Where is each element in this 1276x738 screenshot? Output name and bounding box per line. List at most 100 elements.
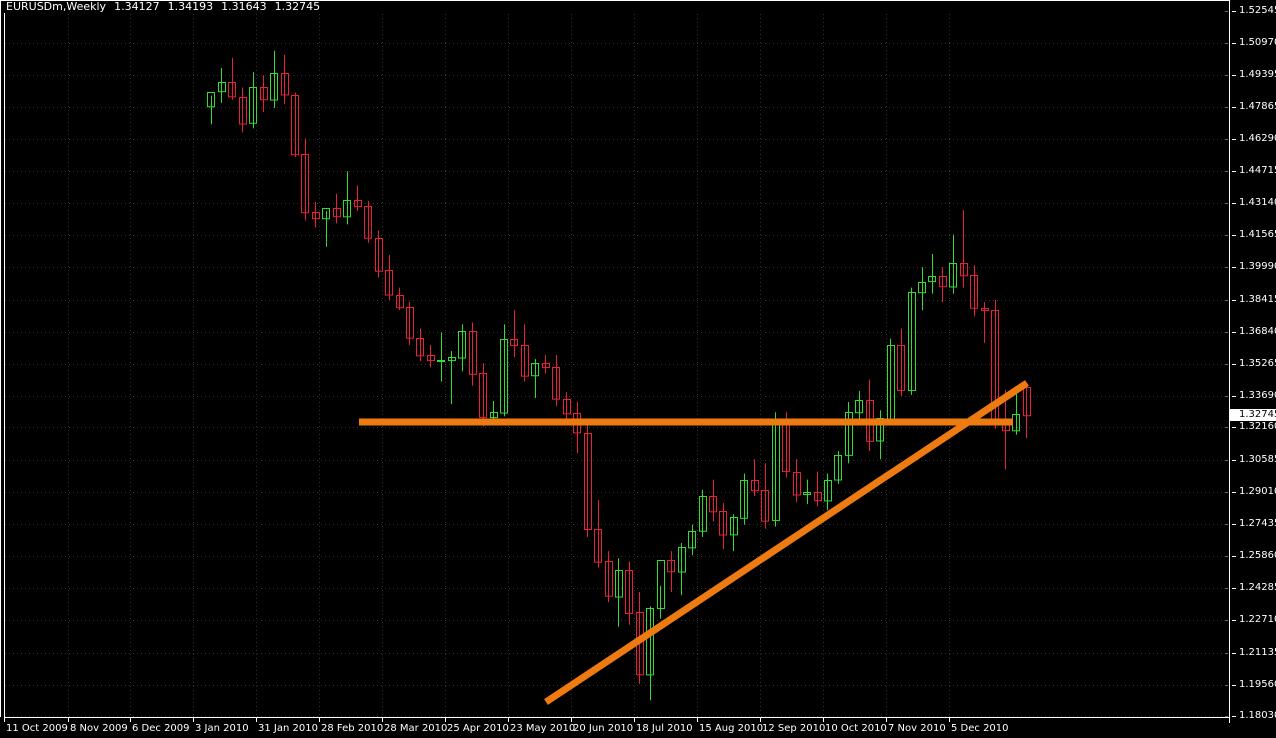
time-axis[interactable]: 11 Oct 2009 8 Nov 2009 6 Dec 2009 3 Jan 201… bbox=[0, 717, 1230, 738]
price-axis-label: 1.36840 bbox=[1239, 325, 1276, 337]
price-axis-label: 1.49395 bbox=[1239, 69, 1276, 81]
chart-grid bbox=[5, 14, 1230, 717]
time-axis-label: 20 Jun 2010 bbox=[573, 723, 634, 734]
time-axis-tick bbox=[571, 717, 572, 722]
price-axis-label: 1.25860 bbox=[1239, 550, 1276, 562]
time-axis-label: 8 Nov 2009 bbox=[70, 723, 128, 734]
time-axis-tick bbox=[823, 717, 824, 722]
price-axis-minor-tick bbox=[1225, 364, 1228, 365]
price-axis-tick bbox=[1232, 171, 1236, 172]
price-axis-tick bbox=[1232, 139, 1236, 140]
symbol-timeframe-label: EURUSDm,Weekly bbox=[6, 0, 107, 13]
time-axis-tick bbox=[4, 717, 5, 722]
price-axis-tick bbox=[1232, 43, 1236, 44]
price-axis-label: 1.44715 bbox=[1239, 164, 1276, 176]
price-axis-label: 1.50970 bbox=[1239, 37, 1276, 49]
price-axis-minor-tick bbox=[1225, 107, 1228, 108]
price-axis-tick bbox=[1232, 685, 1236, 686]
drawn-objects-layer[interactable] bbox=[5, 14, 1230, 717]
time-axis-separator bbox=[5, 717, 1230, 718]
price-axis-label: 1.46290 bbox=[1239, 132, 1276, 144]
price-axis-label: 1.39990 bbox=[1239, 261, 1276, 273]
price-axis-minor-tick bbox=[1225, 460, 1228, 461]
price-axis-label: 1.33690 bbox=[1239, 390, 1276, 402]
price-axis-label: 1.22710 bbox=[1239, 614, 1276, 626]
price-axis-label: 1.21135 bbox=[1239, 646, 1276, 658]
price-axis-tick bbox=[1232, 11, 1236, 12]
price-axis-minor-tick bbox=[1225, 332, 1228, 333]
price-axis-minor-tick bbox=[1225, 396, 1228, 397]
time-axis-label: 28 Feb 2010 bbox=[321, 723, 384, 734]
price-axis-minor-tick bbox=[1225, 716, 1228, 717]
price-axis[interactable]: 1.52545 1.50970 1.49395 1.47865 1.46290 1.447… bbox=[1225, 0, 1276, 738]
price-axis-separator bbox=[1229, 0, 1230, 723]
price-axis-minor-tick bbox=[1225, 620, 1228, 621]
price-axis-tick bbox=[1232, 588, 1236, 589]
price-axis-minor-tick bbox=[1225, 492, 1228, 493]
price-axis-tick bbox=[1232, 427, 1236, 428]
price-axis-minor-tick bbox=[1225, 653, 1228, 654]
price-axis-minor-tick bbox=[1225, 171, 1228, 172]
price-axis-minor-tick bbox=[1225, 139, 1228, 140]
time-axis-label: 11 Oct 2009 bbox=[6, 723, 68, 734]
price-axis-minor-tick bbox=[1225, 685, 1228, 686]
time-axis-tick bbox=[68, 717, 69, 722]
price-axis-label: 1.18030 bbox=[1239, 710, 1276, 721]
price-axis-label: 1.19560 bbox=[1239, 678, 1276, 690]
price-axis-tick bbox=[1232, 396, 1236, 397]
time-axis-tick bbox=[760, 717, 761, 722]
plot-left-border bbox=[4, 0, 5, 718]
price-axis-label: 1.41565 bbox=[1239, 229, 1276, 241]
price-axis-minor-tick bbox=[1225, 43, 1228, 44]
time-axis-label: 5 Dec 2010 bbox=[951, 723, 1009, 734]
price-axis-minor-tick bbox=[1225, 427, 1228, 428]
price-axis-tick bbox=[1232, 364, 1236, 365]
price-axis-tick bbox=[1232, 556, 1236, 557]
time-axis-tick bbox=[508, 717, 509, 722]
time-axis-tick bbox=[193, 717, 194, 722]
time-axis-label: 3 Jan 2010 bbox=[195, 723, 249, 734]
price-axis-label: 1.27435 bbox=[1239, 517, 1276, 529]
price-axis-tick bbox=[1232, 203, 1236, 204]
price-axis-label: 1.35265 bbox=[1239, 357, 1276, 369]
price-axis-minor-tick bbox=[1225, 588, 1228, 589]
price-axis-label: 1.38415 bbox=[1239, 293, 1276, 305]
price-axis-minor-tick bbox=[1225, 267, 1228, 268]
time-axis-tick bbox=[697, 717, 698, 722]
price-axis-tick bbox=[1232, 267, 1236, 268]
price-axis-label: 1.47865 bbox=[1239, 100, 1276, 112]
price-axis-minor-tick bbox=[1225, 556, 1228, 557]
symbol-ohlc-bar: EURUSDm,Weekly 1.34127 1.34193 1.31643 1… bbox=[3, 0, 324, 13]
price-axis-minor-tick bbox=[1225, 524, 1228, 525]
time-axis-tick bbox=[949, 717, 950, 722]
price-axis-tick bbox=[1232, 75, 1236, 76]
time-axis-label: 25 Apr 2010 bbox=[447, 723, 509, 734]
price-axis-tick bbox=[1232, 107, 1236, 108]
price-axis-label: 1.29010 bbox=[1239, 485, 1276, 497]
time-axis-label: 23 May 2010 bbox=[510, 723, 576, 734]
ohlc-low-value: 1.31643 bbox=[221, 0, 267, 13]
current-price-tag: 1.32745 bbox=[1230, 409, 1276, 422]
time-axis-tick bbox=[256, 717, 257, 722]
price-axis-minor-tick bbox=[1225, 300, 1228, 301]
chart-plot-area[interactable] bbox=[5, 14, 1230, 717]
price-axis-label: 1.24285 bbox=[1239, 582, 1276, 594]
price-axis-minor-tick bbox=[1225, 11, 1228, 12]
price-axis-tick bbox=[1232, 716, 1236, 717]
time-axis-label: 6 Dec 2009 bbox=[132, 723, 190, 734]
price-axis-label: 1.43140 bbox=[1239, 197, 1276, 209]
price-axis-tick bbox=[1232, 524, 1236, 525]
time-axis-label: 7 Nov 2010 bbox=[888, 723, 946, 734]
time-axis-tick bbox=[886, 717, 887, 722]
ohlc-open-value: 1.34127 bbox=[114, 0, 160, 13]
price-axis-tick bbox=[1232, 332, 1236, 333]
price-axis-minor-tick bbox=[1225, 75, 1228, 76]
time-axis-tick bbox=[634, 717, 635, 722]
time-axis-label: 31 Jan 2010 bbox=[258, 723, 318, 734]
price-axis-minor-tick bbox=[1225, 203, 1228, 204]
ohlc-close-value: 1.32745 bbox=[274, 0, 321, 13]
time-axis-tick bbox=[382, 717, 383, 722]
time-axis-tick bbox=[319, 717, 320, 722]
price-axis-label: 1.30585 bbox=[1239, 453, 1276, 465]
